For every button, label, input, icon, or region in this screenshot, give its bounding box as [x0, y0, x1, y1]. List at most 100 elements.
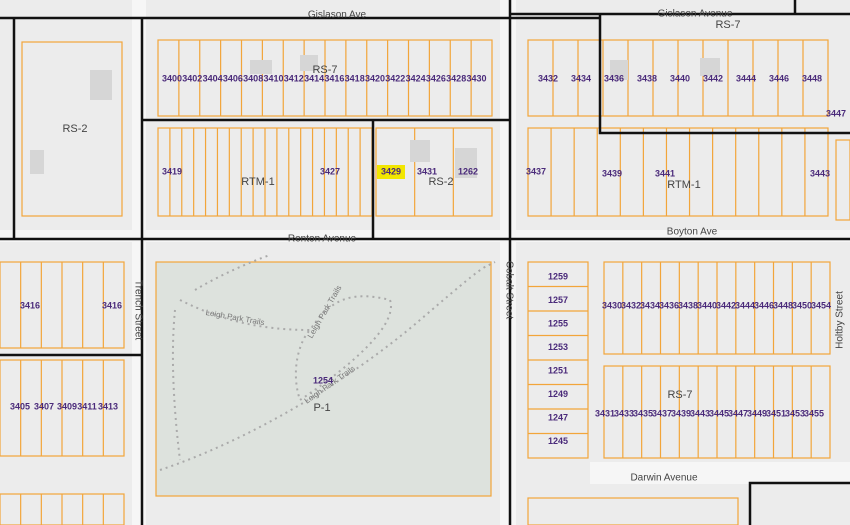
address-label: 1249: [548, 389, 568, 399]
address-label: 3440: [697, 300, 717, 310]
building: [90, 70, 112, 100]
address-label: 3432: [538, 73, 558, 83]
address-label: 3434: [640, 300, 660, 310]
address-label: 1254: [313, 375, 333, 385]
address-label: 3433: [614, 408, 634, 418]
address-label: 3445: [709, 408, 729, 418]
address-label: 3431: [417, 166, 437, 176]
address-label: 3430: [466, 73, 486, 83]
zone-label: RTM-1: [241, 176, 274, 188]
address-label: 3428: [446, 73, 466, 83]
zone-label: P-1: [313, 402, 330, 414]
address-label: 3451: [766, 408, 786, 418]
zone-line: [748, 481, 850, 525]
address-label: 3422: [385, 73, 405, 83]
road: [590, 462, 850, 484]
address-label: 3406: [223, 73, 243, 83]
address-label: 3453: [785, 408, 805, 418]
address-label: 3436: [659, 300, 679, 310]
address-label: 1253: [548, 342, 568, 352]
address-label: 3402: [182, 73, 202, 83]
zone-line: [598, 14, 850, 135]
address-label: 3416: [20, 300, 40, 310]
street-label: Trench Street: [132, 280, 143, 340]
street-label: Boyton Ave: [667, 227, 718, 238]
zone-label: RS-2: [62, 123, 87, 135]
address-label: 1255: [548, 318, 568, 328]
address-label: 3440: [670, 73, 690, 83]
building: [610, 60, 628, 80]
address-label: 3414: [304, 73, 324, 83]
building: [410, 140, 430, 162]
address-label: 3435: [633, 408, 653, 418]
address-label: 1259: [548, 271, 568, 281]
zone-label: RTM-1: [667, 179, 700, 191]
address-label: 3436: [604, 73, 624, 83]
zone-label: RS-7: [312, 64, 337, 76]
address-label: 3400: [162, 73, 182, 83]
address-label: 3405: [10, 401, 30, 411]
zone-label: RS-7: [667, 389, 692, 401]
address-label: 3438: [637, 73, 657, 83]
building: [300, 55, 318, 71]
address-label: 3437: [652, 408, 672, 418]
address-label: 3409: [57, 401, 77, 411]
building: [455, 148, 477, 178]
address-label: 3438: [678, 300, 698, 310]
address-label: 3407: [34, 401, 54, 411]
address-label: 3439: [671, 408, 691, 418]
address-label: 3447: [826, 108, 846, 118]
address-label: 1247: [548, 412, 568, 422]
lot-block: [835, 139, 850, 221]
address-label: 3448: [802, 73, 822, 83]
lot-block: [527, 497, 739, 525]
address-label: 1251: [548, 365, 568, 375]
address-label: 3408: [243, 73, 263, 83]
street-label: Gislason Avenue: [658, 9, 733, 20]
address-label: 3419: [162, 166, 182, 176]
street-label: Darwin Avenue: [630, 473, 698, 484]
address-label: 1262: [458, 166, 478, 176]
address-label: 3404: [203, 73, 223, 83]
address-label: 3429: [381, 166, 401, 176]
parcels: [0, 39, 850, 525]
road: [500, 0, 516, 525]
address-label: 3418: [345, 73, 365, 83]
address-label: 3413: [98, 401, 118, 411]
road: [132, 0, 146, 525]
building: [30, 150, 44, 174]
address-label: 3444: [736, 73, 756, 83]
highlight: [377, 165, 405, 179]
building: [250, 60, 272, 74]
lot-block: [21, 41, 123, 217]
zone-label: RS-7: [715, 19, 740, 31]
address-label: 3431: [595, 408, 615, 418]
address-label: 3443: [810, 168, 830, 178]
building: [700, 58, 720, 76]
address-label: 3416: [102, 300, 122, 310]
street-label: Gislason Ave: [308, 10, 367, 21]
address-label: 3434: [571, 73, 591, 83]
address-label: 3450: [792, 300, 812, 310]
trail-path: [159, 261, 496, 471]
address-label: 3432: [621, 300, 641, 310]
address-label: 3455: [804, 408, 824, 418]
address-label: 3442: [703, 73, 723, 83]
address-label: 3442: [716, 300, 736, 310]
address-label: 3449: [747, 408, 767, 418]
address-label: 3427: [320, 166, 340, 176]
address-label: 3410: [263, 73, 283, 83]
address-label: 3454: [811, 300, 831, 310]
street-label: Holtby Street: [835, 291, 846, 349]
address-label: 3439: [602, 168, 622, 178]
address-label: 3416: [324, 73, 344, 83]
address-label: 3448: [773, 300, 793, 310]
address-label: 3424: [406, 73, 426, 83]
street-label: Cobalt Street: [503, 261, 514, 320]
address-label: 3411: [77, 401, 97, 411]
address-label: 3446: [769, 73, 789, 83]
address-label: 3426: [426, 73, 446, 83]
address-label: 3441: [655, 168, 675, 178]
